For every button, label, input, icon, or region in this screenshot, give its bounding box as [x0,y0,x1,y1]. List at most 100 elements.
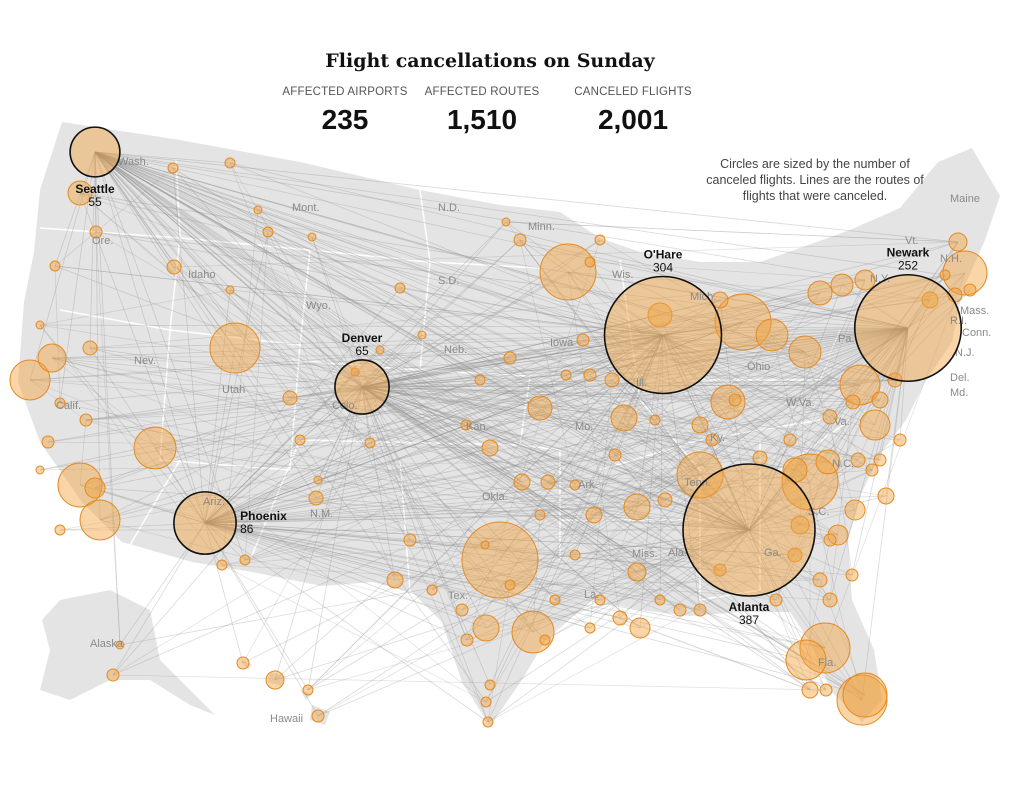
route-line [173,241,959,268]
route-line [487,554,796,723]
route-line [204,522,463,611]
route-line [242,334,423,664]
airport-circle [308,490,324,506]
route-line [748,529,839,536]
stat-affected-airports: AFFECTED AIRPORTS 235 [270,86,420,136]
legend-note: Circles are sized by the number of cance… [706,157,924,203]
route-line [173,266,750,531]
route-line [719,299,750,531]
route-line [204,481,811,524]
route-line [574,529,750,556]
route-line [727,327,909,403]
route-line [204,522,807,661]
route-line [361,386,881,461]
route-line [361,386,881,401]
hub-ring [603,275,723,395]
route-line [662,241,959,336]
route-line [94,151,523,483]
route-line [662,334,750,531]
route-line [204,522,638,573]
route-line [289,274,946,399]
route-line [547,481,721,571]
route-line [274,386,363,681]
airport-circle [807,280,833,306]
route-line [589,374,750,531]
route-line [361,386,811,691]
route-line [204,289,231,524]
route-line [484,544,701,611]
route-line [662,334,881,461]
route-line [699,292,821,476]
airport-circle [623,493,651,521]
route-line [547,481,750,531]
state-label: Alaska [90,638,124,650]
route-line [487,334,664,723]
route-line [547,399,736,483]
airport-circle [693,603,707,617]
airport-circle [209,322,261,374]
route-line [599,506,638,601]
route-line [623,417,777,601]
state-label: Ala. [668,547,687,559]
route-line [431,327,909,591]
airport-circle [845,394,861,410]
state-label: N.H. [940,253,962,265]
route-line [361,327,909,388]
airport-circle [460,419,472,431]
routes [29,151,971,723]
route-line [489,447,750,531]
airport-circle [480,540,490,550]
state-label: Nev. [134,355,156,367]
route-line [623,334,664,419]
route-line [662,334,701,611]
route-line [95,231,121,646]
route-line [94,151,591,376]
route-line [244,231,269,561]
route-line [154,386,363,449]
airport-circle [612,610,628,626]
route-line [94,386,363,489]
airport-circle [801,681,819,699]
route-line [94,151,541,409]
airport-circle [386,571,404,589]
route-line [662,334,806,353]
hub-name: Denver [342,331,383,345]
route-line [311,236,468,641]
route-line [361,386,661,601]
hub-name: Seattle [75,182,115,196]
route-line [289,334,664,399]
state-label: Mont. [292,202,320,214]
route-line [172,167,909,329]
airport-circle [871,391,889,409]
route-line [89,347,363,388]
airport-circle [474,374,486,386]
route-line [204,221,507,524]
route-line [874,327,909,426]
state-label: Iowa [550,337,574,349]
route-line [361,386,777,601]
route-line [94,151,859,461]
route-line [519,239,701,476]
route-line [532,334,773,633]
route-line [636,469,873,573]
airport-circle [503,351,517,365]
route-line [589,334,664,376]
route-line [204,384,861,524]
airport-circle [89,225,103,239]
airport-circle [236,656,250,670]
route-line [94,151,231,164]
route-line [315,497,826,649]
route-line [204,495,887,524]
airport-circle [106,668,120,682]
route-line [394,529,750,581]
route-line [204,522,721,571]
route-line [589,261,831,601]
route-line [94,151,356,373]
route-line [51,351,806,359]
